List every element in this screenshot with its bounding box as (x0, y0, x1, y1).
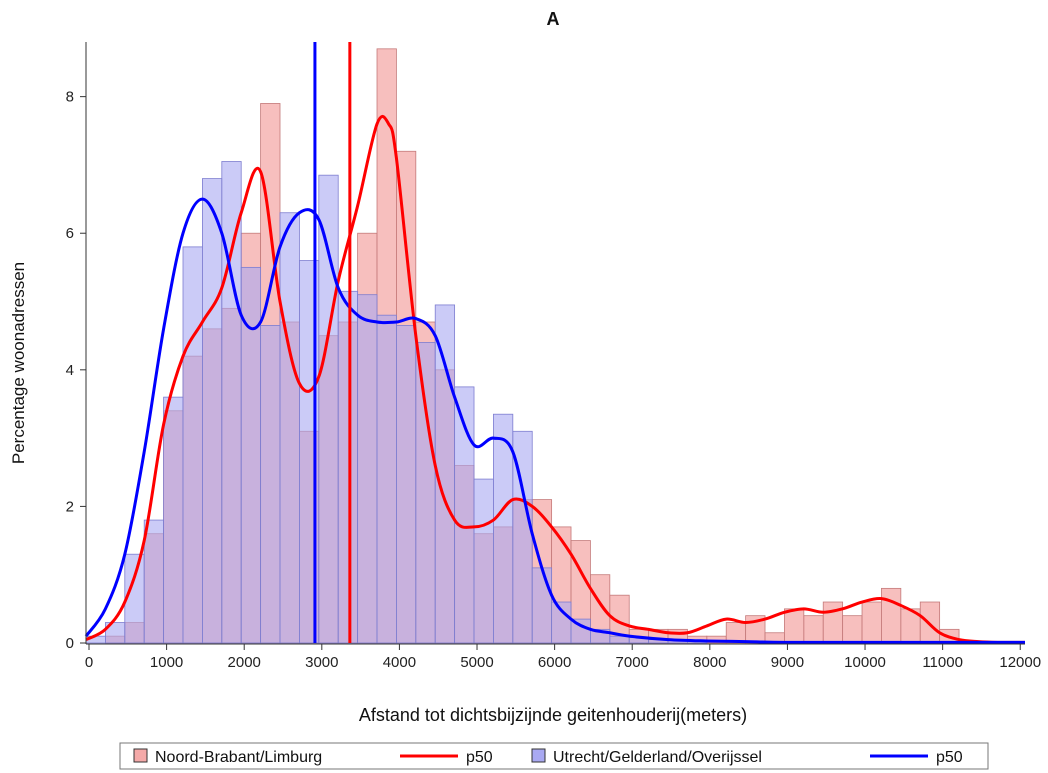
bar (357, 294, 378, 644)
x-axis-label: Afstand tot dichtsbijzijnde geitenhouder… (359, 705, 747, 725)
bar (861, 601, 882, 644)
median-lines (313, 42, 352, 643)
bar (881, 587, 902, 644)
bar (279, 212, 300, 644)
axes: 0 1000 2000 3000 4000 5000 6000 7000 8000 9000 100… (66, 42, 1041, 671)
y-axis-label: Percentage woonadressen (9, 262, 28, 464)
x-tick-label: 4000 (383, 654, 416, 671)
density-line-0 (85, 114, 1026, 644)
legend-swatch (133, 748, 148, 763)
bar (143, 519, 165, 644)
bar (396, 325, 417, 644)
bar (318, 174, 339, 644)
bar (473, 478, 494, 644)
legend-box (119, 742, 989, 770)
x-tick-label: 11000 (922, 654, 963, 671)
bar (803, 615, 824, 644)
density-line-1 (84, 197, 1025, 644)
legend-swatch (531, 748, 546, 763)
legend-label: Noord-Brabant/Limburg (155, 749, 322, 766)
bar (842, 615, 863, 644)
x-tick-label: 12000 (999, 654, 1041, 671)
y-tick-label: 4 (66, 362, 74, 379)
x-tick-label: 7000 (616, 654, 649, 671)
y-tick-label: 6 (66, 225, 74, 242)
x-tick-label: 8000 (693, 654, 726, 671)
bar (415, 342, 436, 644)
x-tick-label: 3000 (305, 654, 338, 671)
legend-label: Utrecht/Gelderland/Overijssel (553, 749, 762, 766)
bar (260, 325, 281, 644)
x-tick-label: 10000 (844, 654, 886, 671)
bar (182, 246, 203, 644)
x-tick-label: 1000 (150, 654, 183, 671)
histogram-bars (85, 48, 960, 644)
legend: Noord-Brabant/Limburg p50 Utrecht/Gelderla… (119, 742, 989, 770)
bar (784, 608, 805, 644)
x-tick-label: 9000 (771, 654, 804, 671)
x-tick-label: 2000 (228, 654, 261, 671)
bar (531, 567, 553, 644)
legend-label: p50 (466, 749, 493, 766)
y-tick-label: 8 (66, 89, 74, 106)
y-tick-label: 2 (66, 498, 74, 515)
y-tick-label: 0 (66, 635, 74, 652)
chart-title: A (547, 9, 560, 29)
density-curves (84, 114, 1026, 644)
legend-label: p50 (936, 749, 963, 766)
bar (163, 396, 184, 644)
bar (221, 161, 242, 644)
bar (202, 178, 223, 644)
x-tick-label: 0 (85, 654, 93, 671)
x-tick-label: 5000 (460, 654, 493, 671)
bar (376, 314, 397, 644)
x-tick-label: 6000 (538, 654, 571, 671)
bar (337, 290, 359, 644)
